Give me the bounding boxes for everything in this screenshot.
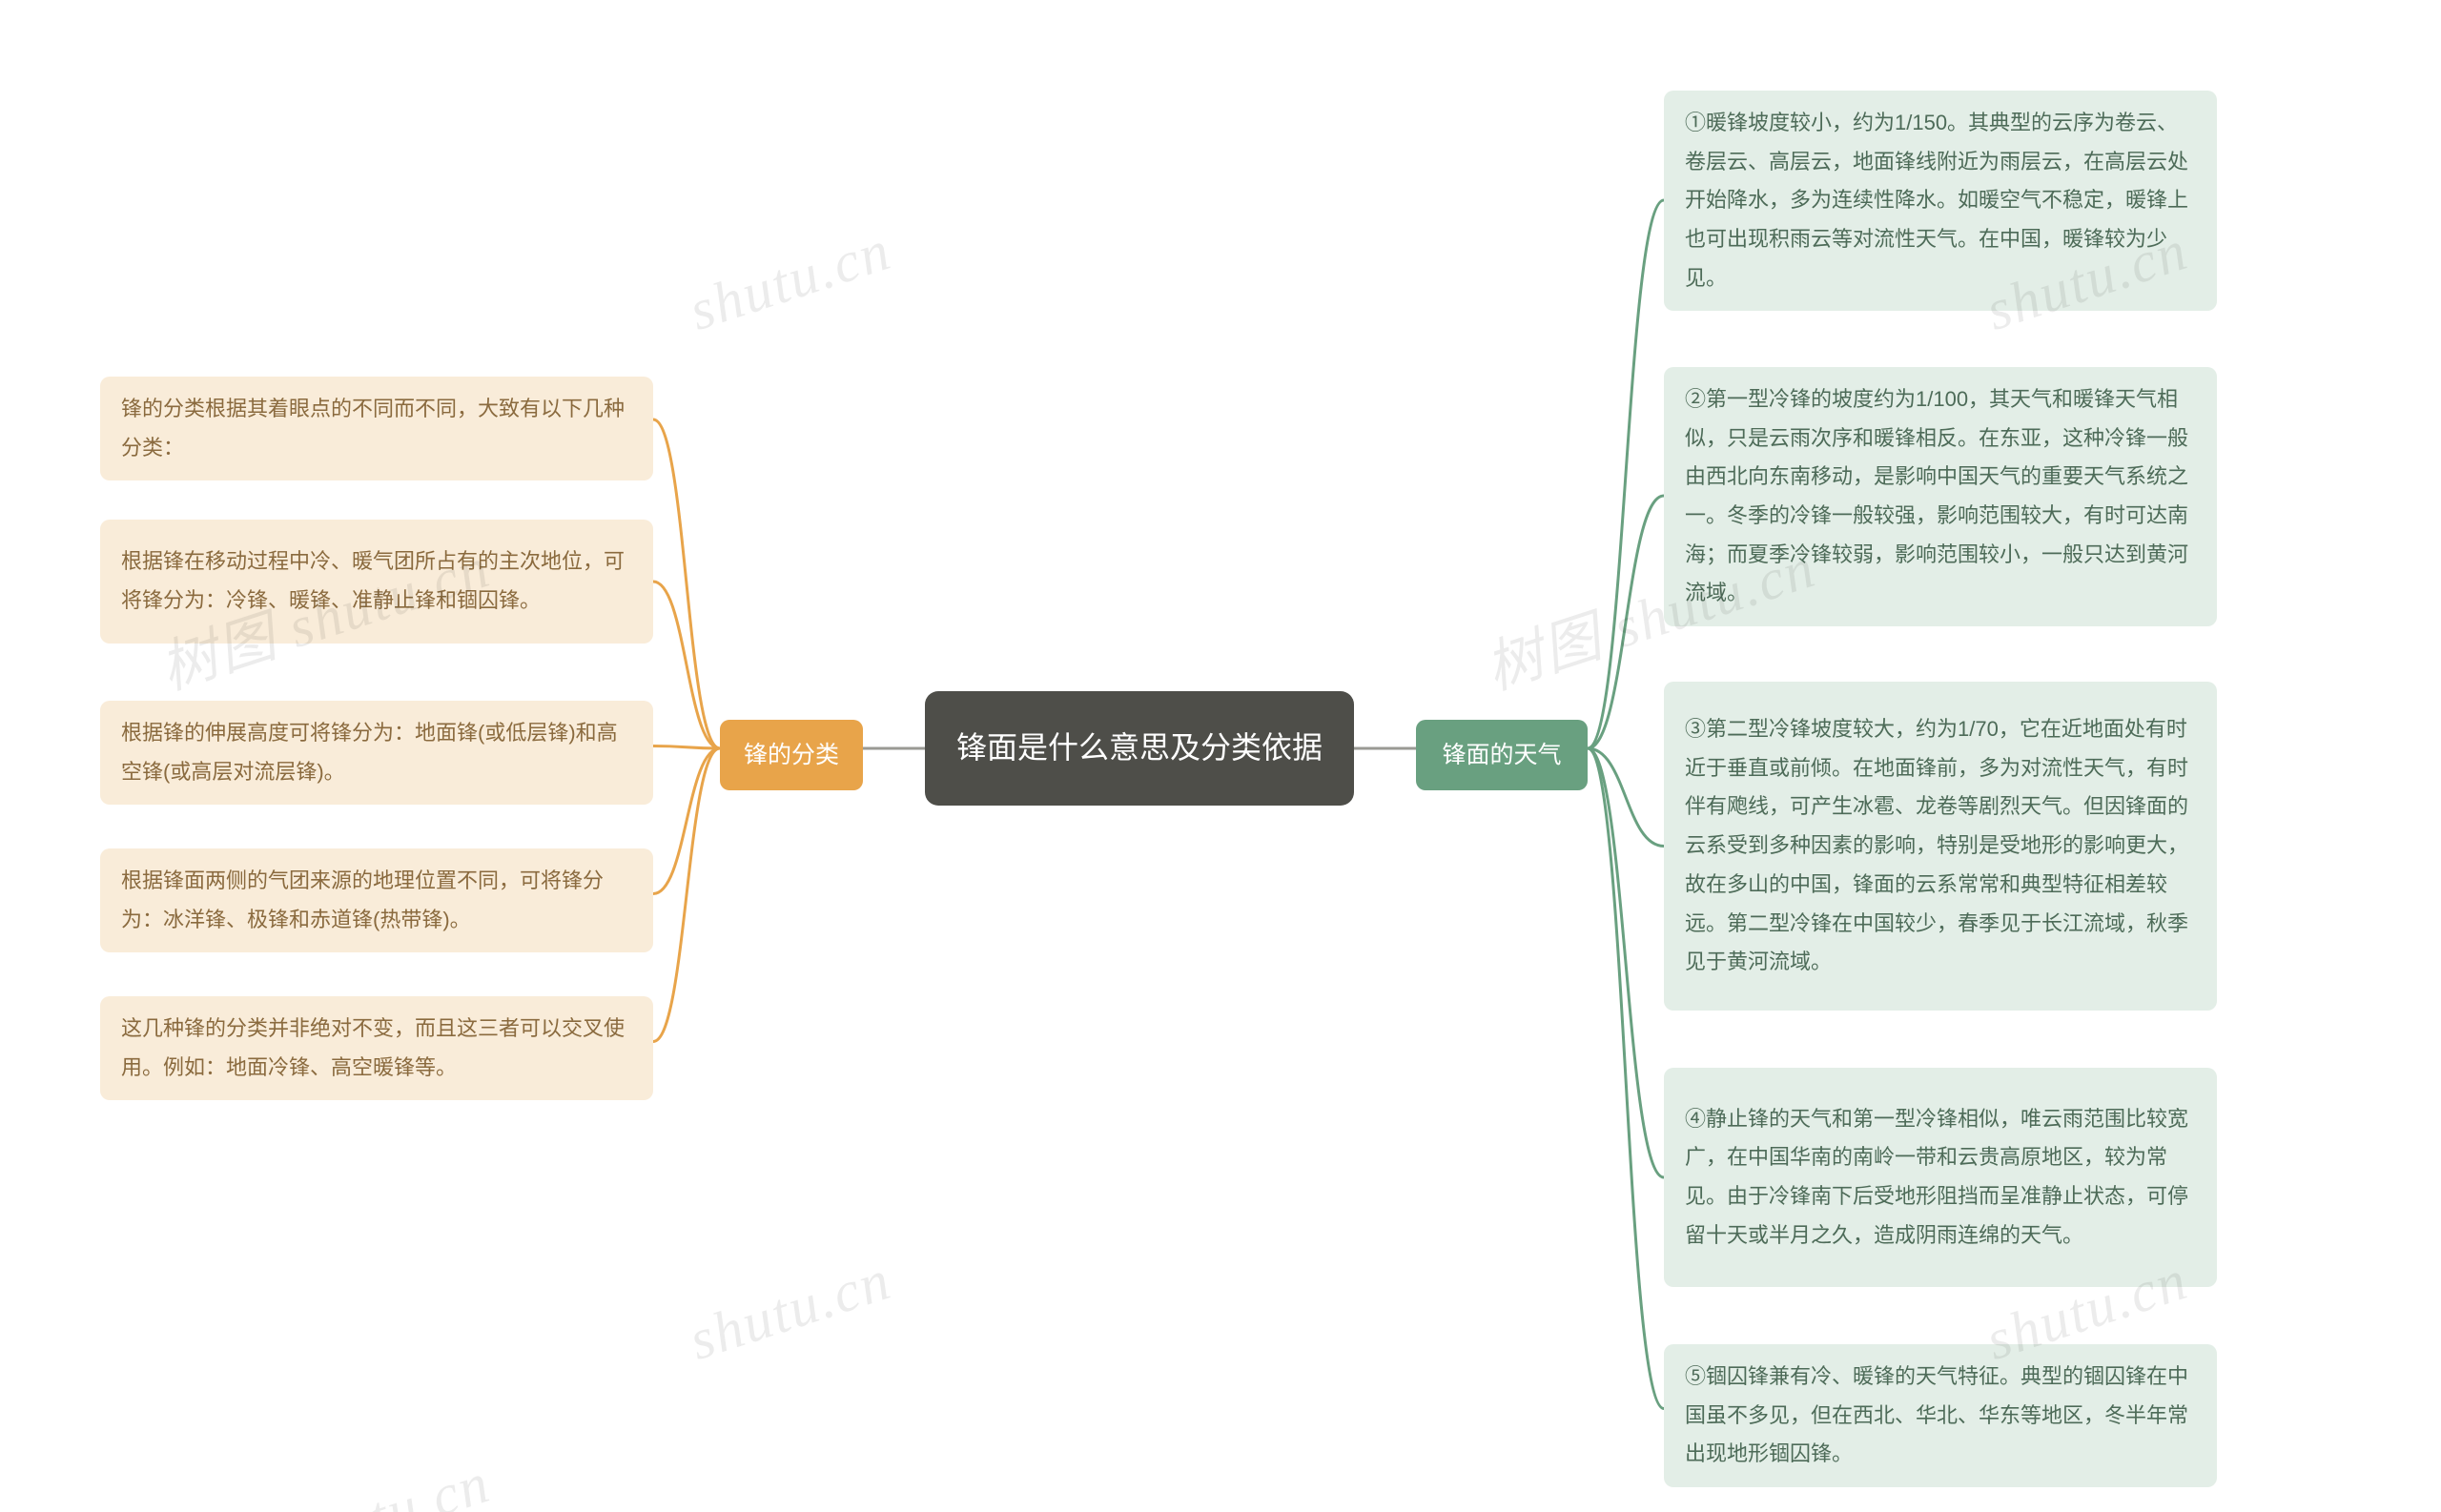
root-label: 锋面是什么意思及分类依据 <box>956 724 1323 772</box>
left-branch-label: 锋的分类 <box>744 733 839 777</box>
right-leaf-0: ①暖锋坡度较小，约为1/150。其典型的云序为卷云、卷层云、高层云，地面锋线附近… <box>1664 91 2217 311</box>
left-leaf-1: 根据锋在移动过程中冷、暖气团所占有的主次地位，可将锋分为：冷锋、暖锋、准静止锋和… <box>100 520 653 644</box>
right-branch-label: 锋面的天气 <box>1442 733 1561 777</box>
right-branch-node: 锋面的天气 <box>1416 720 1588 790</box>
left-branch-node: 锋的分类 <box>720 720 863 790</box>
leaf-text: 根据锋面两侧的气团来源的地理位置不同，可将锋分为：冰洋锋、极锋和赤道锋(热带锋)… <box>121 862 632 939</box>
left-leaf-2: 根据锋的伸展高度可将锋分为：地面锋(或低层锋)和高空锋(或高层对流层锋)。 <box>100 701 653 805</box>
leaf-text: ①暖锋坡度较小，约为1/150。其典型的云序为卷云、卷层云、高层云，地面锋线附近… <box>1685 104 2196 297</box>
leaf-text: 这几种锋的分类并非绝对不变，而且这三者可以交叉使用。例如：地面冷锋、高空暖锋等。 <box>121 1010 632 1087</box>
leaf-text: 锋的分类根据其着眼点的不同而不同，大致有以下几种分类： <box>121 390 632 467</box>
watermark: 树图 shutu.cn <box>148 1437 499 1512</box>
watermark: shutu.cn <box>682 1247 899 1374</box>
left-leaf-0: 锋的分类根据其着眼点的不同而不同，大致有以下几种分类： <box>100 377 653 480</box>
leaf-text: ②第一型冷锋的坡度约为1/100，其天气和暖锋天气相似，只是云雨次序和暖锋相反。… <box>1685 380 2196 613</box>
left-leaf-4: 这几种锋的分类并非绝对不变，而且这三者可以交叉使用。例如：地面冷锋、高空暖锋等。 <box>100 996 653 1100</box>
leaf-text: ④静止锋的天气和第一型冷锋相似，唯云雨范围比较宽广，在中国华南的南岭一带和云贵高… <box>1685 1100 2196 1256</box>
right-leaf-4: ⑤锢囚锋兼有冷、暖锋的天气特征。典型的锢囚锋在中国虽不多见，但在西北、华北、华东… <box>1664 1344 2217 1487</box>
leaf-text: ③第二型冷锋坡度较大，约为1/70，它在近地面处有时近于垂直或前倾。在地面锋前，… <box>1685 710 2196 982</box>
right-leaf-2: ③第二型冷锋坡度较大，约为1/70，它在近地面处有时近于垂直或前倾。在地面锋前，… <box>1664 682 2217 1011</box>
leaf-text: 根据锋的伸展高度可将锋分为：地面锋(或低层锋)和高空锋(或高层对流层锋)。 <box>121 714 632 791</box>
leaf-text: ⑤锢囚锋兼有冷、暖锋的天气特征。典型的锢囚锋在中国虽不多见，但在西北、华北、华东… <box>1685 1358 2196 1474</box>
left-leaf-3: 根据锋面两侧的气团来源的地理位置不同，可将锋分为：冰洋锋、极锋和赤道锋(热带锋)… <box>100 848 653 952</box>
right-leaf-3: ④静止锋的天气和第一型冷锋相似，唯云雨范围比较宽广，在中国华南的南岭一带和云贵高… <box>1664 1068 2217 1287</box>
mindmap-canvas: 锋面是什么意思及分类依据 锋的分类 锋面的天气 锋的分类根据其着眼点的不同而不同… <box>0 0 2441 1512</box>
watermark: shutu.cn <box>682 217 899 344</box>
right-leaf-1: ②第一型冷锋的坡度约为1/100，其天气和暖锋天气相似，只是云雨次序和暖锋相反。… <box>1664 367 2217 626</box>
root-node: 锋面是什么意思及分类依据 <box>925 691 1354 806</box>
leaf-text: 根据锋在移动过程中冷、暖气团所占有的主次地位，可将锋分为：冷锋、暖锋、准静止锋和… <box>121 542 632 620</box>
